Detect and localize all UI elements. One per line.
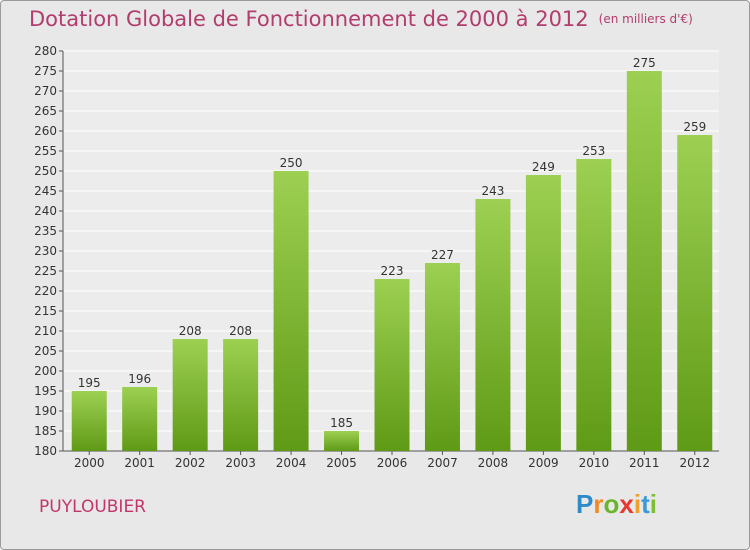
data-label: 253 bbox=[582, 144, 605, 158]
y-tick-label: 240 bbox=[34, 204, 57, 218]
bar-2009 bbox=[525, 175, 561, 451]
data-label: 249 bbox=[532, 160, 555, 174]
data-label: 227 bbox=[431, 248, 454, 262]
x-tick-label: 2005 bbox=[326, 456, 357, 470]
unit-label: (en milliers d'€) bbox=[598, 12, 693, 26]
y-tick-label: 255 bbox=[34, 144, 57, 158]
data-label: 208 bbox=[229, 324, 252, 338]
x-tick-label: 2012 bbox=[679, 456, 710, 470]
bar-2010 bbox=[576, 159, 612, 451]
y-tick-label: 235 bbox=[34, 224, 57, 238]
bar-2005 bbox=[324, 431, 360, 451]
bar-2002 bbox=[172, 339, 208, 451]
y-tick-label: 230 bbox=[34, 244, 57, 258]
bar-2003 bbox=[223, 339, 259, 451]
chart-title: Dotation Globale de Fonctionnement de 20… bbox=[29, 7, 693, 31]
y-tick-label: 280 bbox=[34, 44, 57, 58]
y-tick-label: 185 bbox=[34, 424, 57, 438]
x-tick-label: 2000 bbox=[74, 456, 105, 470]
y-tick-label: 250 bbox=[34, 164, 57, 178]
bar-2011 bbox=[626, 71, 662, 451]
bar-2006 bbox=[374, 279, 410, 451]
y-tick-label: 215 bbox=[34, 304, 57, 318]
x-tick-label: 2010 bbox=[579, 456, 610, 470]
x-tick-label: 2002 bbox=[175, 456, 206, 470]
y-tick-label: 270 bbox=[34, 84, 57, 98]
bar-2012 bbox=[677, 135, 713, 451]
data-label: 196 bbox=[128, 372, 151, 386]
x-tick-label: 2007 bbox=[427, 456, 458, 470]
bar-2001 bbox=[122, 387, 158, 451]
data-label: 243 bbox=[481, 184, 504, 198]
data-label: 208 bbox=[179, 324, 202, 338]
data-label: 223 bbox=[381, 264, 404, 278]
y-tick-label: 180 bbox=[34, 444, 57, 458]
y-tick-label: 200 bbox=[34, 364, 57, 378]
data-label: 195 bbox=[78, 376, 101, 390]
town-name: PUYLOUBIER bbox=[39, 497, 146, 517]
data-label: 250 bbox=[280, 156, 303, 170]
x-tick-label: 2009 bbox=[528, 456, 559, 470]
data-label: 185 bbox=[330, 416, 353, 430]
data-label: 275 bbox=[633, 56, 656, 70]
y-tick-label: 195 bbox=[34, 384, 57, 398]
x-tick-label: 2011 bbox=[629, 456, 660, 470]
y-tick-label: 245 bbox=[34, 184, 57, 198]
title-text: Dotation Globale de Fonctionnement de 20… bbox=[29, 7, 589, 31]
x-tick-label: 2003 bbox=[225, 456, 256, 470]
bar-2000 bbox=[71, 391, 107, 451]
x-tick-label: 2006 bbox=[377, 456, 408, 470]
y-tick-label: 220 bbox=[34, 284, 57, 298]
y-tick-label: 265 bbox=[34, 104, 57, 118]
y-tick-label: 210 bbox=[34, 324, 57, 338]
bar-2004 bbox=[273, 171, 309, 451]
y-tick-label: 260 bbox=[34, 124, 57, 138]
y-tick-label: 190 bbox=[34, 404, 57, 418]
y-tick-label: 225 bbox=[34, 264, 57, 278]
data-label: 259 bbox=[683, 120, 706, 134]
x-tick-label: 2004 bbox=[276, 456, 307, 470]
bar-2007 bbox=[424, 263, 460, 451]
x-tick-label: 2008 bbox=[478, 456, 509, 470]
y-tick-label: 205 bbox=[34, 344, 57, 358]
bar-2008 bbox=[475, 199, 511, 451]
proxiti-logo: Proxiti bbox=[576, 489, 657, 519]
x-tick-label: 2001 bbox=[124, 456, 155, 470]
y-tick-label: 275 bbox=[34, 64, 57, 78]
